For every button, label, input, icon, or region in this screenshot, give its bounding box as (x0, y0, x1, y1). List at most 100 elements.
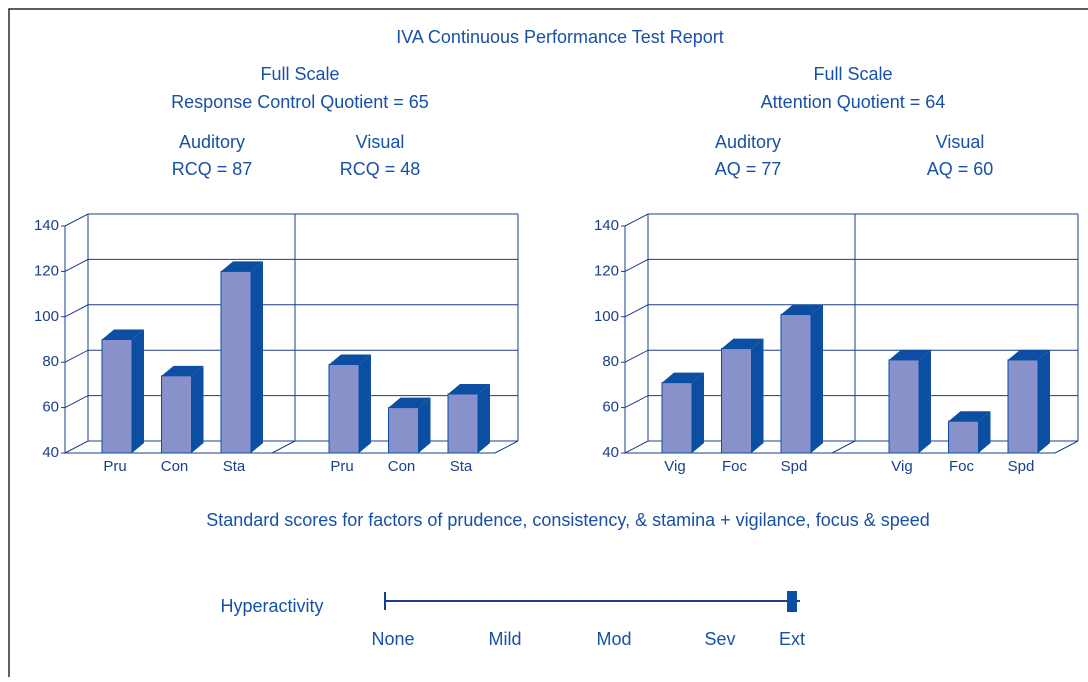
y-tick-label: 60 (602, 399, 619, 416)
bar (948, 420, 979, 454)
group-divider-floor (831, 440, 856, 454)
group-name: Auditory (715, 132, 781, 152)
scale-level: Mild (488, 629, 521, 649)
chart-heading: Full Scale (813, 64, 892, 84)
y-tick-label: 60 (42, 399, 59, 416)
x-tick-label: Pru (103, 458, 126, 475)
bar-side (132, 329, 144, 453)
y-tick-label: 120 (594, 262, 619, 279)
y-tick-label: 80 (42, 353, 59, 370)
report-title: IVA Continuous Performance Test Report (396, 27, 724, 47)
grid-line (624, 258, 1078, 272)
y-tick-label: 40 (42, 444, 59, 461)
scale-level: Sev (704, 629, 735, 649)
group-quotient: AQ = 77 (715, 159, 782, 179)
bar (161, 375, 192, 454)
group-quotient: AQ = 60 (927, 159, 994, 179)
grid-line (624, 304, 1078, 318)
y-tick-label: 140 (34, 217, 59, 234)
x-tick-label: Spd (781, 458, 808, 475)
caption: Standard scores for factors of prudence,… (206, 510, 930, 530)
x-tick-label: Vig (664, 458, 685, 475)
bar-top (388, 397, 431, 408)
x-tick-label: Pru (330, 458, 353, 475)
group-quotient: RCQ = 87 (172, 159, 253, 179)
y-tick-label: 120 (34, 262, 59, 279)
y-tick-label: 140 (594, 217, 619, 234)
y-tick-label: 100 (34, 308, 59, 325)
bar-side (919, 349, 931, 453)
y-tick-label: 80 (602, 353, 619, 370)
bar-side (692, 372, 704, 453)
chart-heading: Response Control Quotient = 65 (171, 92, 429, 112)
bar (721, 348, 752, 454)
x-tick-label: Spd (1008, 458, 1035, 475)
bar-side (811, 304, 823, 453)
bar-top (448, 383, 490, 394)
bar-top (161, 365, 204, 376)
bar (220, 270, 252, 454)
bar-top (221, 261, 263, 272)
grid-line (64, 349, 518, 363)
bar-side (978, 411, 991, 453)
bar-top (889, 349, 931, 360)
x-tick-label: Sta (450, 458, 473, 475)
chart-heading: Attention Quotient = 64 (761, 92, 946, 112)
frame (8, 8, 1088, 682)
bar-top (948, 411, 991, 422)
grid-line (64, 258, 518, 272)
grid-line (624, 213, 1078, 227)
x-tick-label: Con (388, 458, 416, 475)
grid-line (624, 440, 1078, 454)
hyperactivity-label: Hyperactivity (220, 596, 323, 616)
y-tick-label: 40 (602, 444, 619, 461)
bar-top (662, 372, 704, 383)
bar (447, 393, 479, 454)
bar-side (251, 261, 263, 453)
bar-top (329, 354, 371, 365)
group-divider-floor (271, 440, 296, 454)
bar-side (191, 365, 204, 453)
bar (101, 339, 133, 454)
scale-level: None (371, 629, 414, 649)
chart-heading: Full Scale (260, 64, 339, 84)
bar-top (1008, 349, 1050, 360)
y-tick-label: 100 (594, 308, 619, 325)
floor-right (494, 440, 519, 454)
group-name: Visual (936, 132, 985, 152)
bar (888, 359, 920, 454)
grid-line (64, 395, 518, 409)
group-quotient: RCQ = 48 (340, 159, 421, 179)
grid-line (64, 213, 518, 227)
x-tick-label: Foc (949, 458, 975, 475)
x-tick-label: Con (161, 458, 189, 475)
scale-level: Ext (779, 629, 805, 649)
bar-side (418, 397, 431, 453)
bar-top (102, 329, 144, 340)
x-tick-label: Vig (891, 458, 912, 475)
bar (780, 314, 812, 454)
scale-marker (787, 591, 797, 612)
bar (661, 382, 693, 454)
grid-line (64, 304, 518, 318)
bar-side (1038, 349, 1050, 453)
grid-line (64, 440, 518, 454)
group-name: Auditory (179, 132, 245, 152)
bar (388, 407, 419, 454)
group-name: Visual (356, 132, 405, 152)
floor-right (1054, 440, 1079, 454)
scale-level: Mod (596, 629, 631, 649)
x-tick-label: Foc (722, 458, 748, 475)
bar-side (751, 338, 764, 453)
grid-line (624, 395, 1078, 409)
bar-top (781, 304, 823, 315)
bar-side (478, 383, 490, 453)
x-tick-label: Sta (223, 458, 246, 475)
bar (328, 363, 360, 454)
bar-side (359, 354, 371, 453)
bar (1007, 359, 1039, 454)
grid-line (624, 349, 1078, 363)
bar-top (721, 338, 764, 349)
